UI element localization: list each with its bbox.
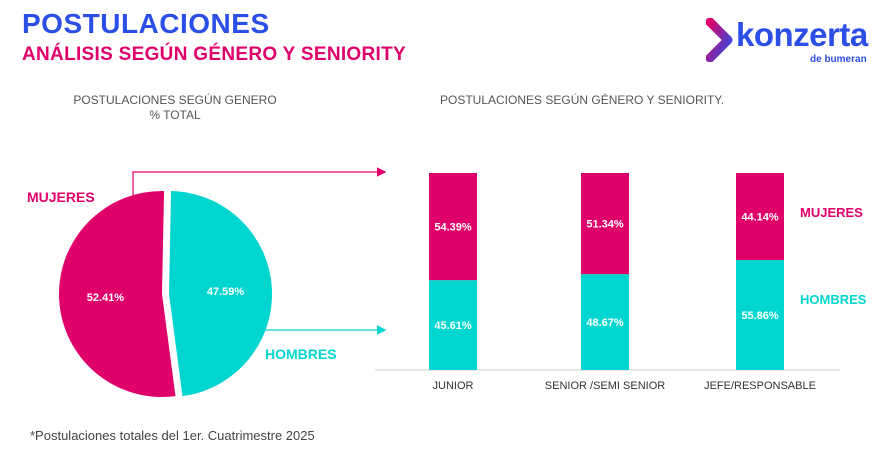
logo-tagline: de bumeran [810,54,867,65]
bar-chart-title: POSTULACIONES SEGÚN GÉNERO Y SENIORITY. [440,93,725,107]
bar-hombres-3 [736,259,784,370]
pie-value-label-hombres: 47.59% [207,286,245,298]
bar-value-label-hombres-1: 45.61% [434,320,472,332]
category-label-2: SENIOR /SEMI SENIOR [545,380,665,392]
pie-value-label-mujeres: 52.41% [87,292,125,304]
page-title: POSTULACIONES [22,8,270,39]
bar-value-label-mujeres-1: 54.39% [434,222,472,234]
bar-hombres-2 [581,274,629,370]
pie-label-mujeres: MUJERES [27,189,95,205]
bar-value-label-mujeres-3: 44.14% [741,211,779,223]
bar-mujeres-3 [736,173,784,260]
pie-title-line1: POSTULACIONES SEGÚN GENERO [73,93,277,107]
bar-mujeres-2 [581,172,629,275]
footnote: *Postulaciones totales del 1er. Cuatrime… [30,428,315,443]
konzerta-logo: konzerta de bumeran [706,14,876,70]
legend-mujeres: MUJERES [800,205,863,220]
logo-chevron-icon [706,18,733,62]
bar-value-label-hombres-3: 55.86% [741,310,779,322]
pie-label-hombres: HOMBRES [265,346,337,362]
pie-slice-hombres [169,191,273,397]
category-label-3: JEFE/RESPONSABLE [704,380,816,392]
bar-value-label-hombres-2: 48.67% [586,317,624,329]
page-subtitle: ANÁLISIS SEGÚN GÉNERO Y SENIORITY [22,44,406,65]
logo-wordmark: konzerta [736,16,868,53]
category-label-1: JUNIOR [433,380,474,392]
connector-line-mujeres [132,167,387,198]
pie-title-line2: % TOTAL [149,108,201,122]
bar-mujeres-1 [429,173,477,281]
pie-chart-title: POSTULACIONES SEGÚN GENERO % TOTAL [40,93,310,123]
bar-value-label-mujeres-2: 51.34% [586,219,624,231]
bar-hombres-1 [429,280,477,370]
pie-slice-mujeres [59,191,176,397]
legend-hombres: HOMBRES [800,292,867,307]
